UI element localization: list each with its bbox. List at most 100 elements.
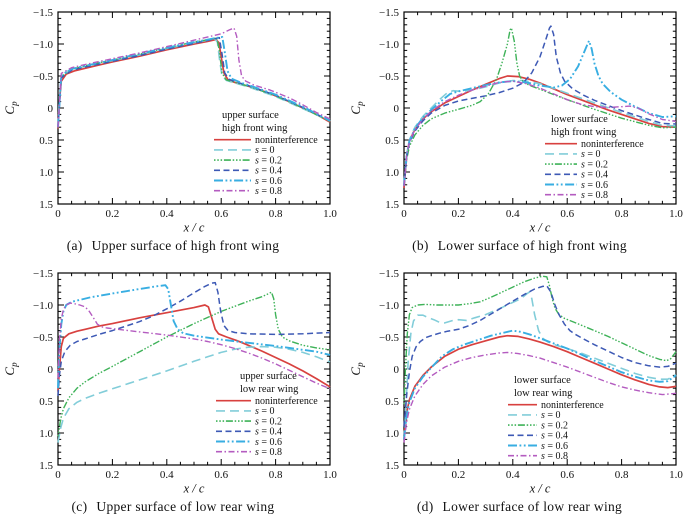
plot-annotation: lower surface [514, 375, 571, 386]
series-s=0.6 [57, 284, 331, 389]
series-s=0.8 [403, 80, 677, 187]
x-tick-label: 0.8 [269, 208, 283, 220]
legend-label: s = 0.4 [581, 170, 608, 181]
legend-label: s = 0.2 [581, 159, 608, 170]
series-s=0 [57, 345, 331, 443]
caption-text-c: Upper surface of low rear wing [96, 499, 275, 514]
plot-annotation: lower surface [551, 114, 608, 125]
legend-label: s = 0 [255, 145, 275, 156]
legend-label: noninterference [581, 139, 644, 150]
legend-label: s = 0.2 [255, 416, 282, 427]
y-tick-label: 0.5 [39, 396, 53, 408]
plot-frame [57, 272, 331, 466]
series-s=0.4 [403, 25, 677, 187]
x-tick-label: 1.0 [669, 469, 683, 481]
y-tick-label: −1.0 [33, 39, 53, 51]
series-s=0.8 [57, 302, 331, 390]
series-s=0.2 [57, 36, 331, 128]
series-s=0.4 [57, 281, 331, 396]
x-tick-label: 0.4 [160, 469, 174, 481]
x-tick-label: 0.2 [106, 469, 120, 481]
y-tick-label: 0 [394, 364, 400, 376]
plot-annotation: upper surface [240, 371, 297, 382]
chart-b: 0 0.2 0.4 0.6 0.8 1.0 −1.5 −1.0 −0.5 0 0.5 1.0 1.5 x … [348, 7, 683, 235]
x-axis-label: x / c [529, 482, 551, 496]
y-tick-label: −0.5 [33, 332, 53, 344]
legend-label: s = 0.6 [541, 441, 568, 452]
tick-labels: 0 0.2 0.4 0.6 0.8 1.0 −1.5 −1.0 −0.5 0 0.5 1.0 1.5 [379, 7, 683, 220]
legend-label: noninterference [255, 396, 318, 407]
chart-a: 0 0.2 0.4 0.6 0.8 1.0 −1.5 −1.0 −0.5 0 0.5 1.0 1.5 x … [2, 7, 337, 235]
caption-label-d: (d) [416, 499, 434, 514]
plot-annotation: low rear wing [240, 384, 299, 395]
y-tick-label: 0 [394, 103, 400, 115]
x-axis-label: x / c [183, 482, 205, 496]
x-axis-label: x / c [529, 221, 551, 235]
caption-label-b: (b) [412, 238, 429, 253]
y-tick-label: −1.5 [33, 7, 53, 19]
legend-label: s = 0 [255, 406, 275, 417]
panel-d: 0 0.2 0.4 0.6 0.8 1.0 −1.5 −1.0 −0.5 0 0.5 1.0 1.5 x … [346, 261, 693, 522]
y-tick-label: −0.5 [379, 332, 399, 344]
y-tick-label: 1.0 [385, 428, 399, 440]
y-tick-label: −1.0 [379, 300, 399, 312]
y-axis-label: Cp [348, 362, 365, 376]
x-tick-label: 0.8 [269, 469, 283, 481]
x-tick-label: 0.6 [214, 469, 228, 481]
y-axis-label: Cp [2, 101, 19, 115]
y-tick-label: 0.5 [385, 135, 399, 147]
y-tick-label: 0.5 [39, 135, 53, 147]
panel-c: 0 0.2 0.4 0.6 0.8 1.0 −1.5 −1.0 −0.5 0 0.5 1.0 1.5 x … [0, 261, 346, 522]
panel-b: 0 0.2 0.4 0.6 0.8 1.0 −1.5 −1.0 −0.5 0 0.5 1.0 1.5 x … [346, 0, 693, 261]
legend-label: s = 0.6 [255, 437, 282, 448]
chart-c: 0 0.2 0.4 0.6 0.8 1.0 −1.5 −1.0 −0.5 0 0.5 1.0 1.5 x … [2, 268, 337, 496]
y-tick-label: −0.5 [379, 71, 399, 83]
series-s=0.4 [57, 36, 331, 128]
svg-text:Cp: Cp [2, 101, 19, 115]
y-tick-label: 1.0 [39, 167, 53, 179]
y-tick-label: 0.5 [385, 396, 399, 408]
y-tick-label: −1.5 [379, 7, 399, 19]
plot-frame [403, 272, 677, 466]
x-tick-label: 0.6 [560, 208, 574, 220]
x-axis-label: x / c [183, 221, 205, 235]
legend-label: s = 0.4 [541, 431, 568, 442]
x-tick-label: 0 [55, 469, 61, 481]
figure-caption-b: (b) Lower surface of high front wing [346, 238, 693, 254]
legend-label: s = 0.8 [541, 451, 568, 462]
x-tick-label: 1.0 [669, 208, 683, 220]
series-s=0.4 [403, 285, 677, 427]
y-tick-label: −1.0 [379, 39, 399, 51]
x-tick-label: 0 [55, 208, 61, 220]
legend-label: s = 0.8 [255, 447, 282, 458]
y-tick-label: 0 [48, 364, 54, 376]
y-tick-label: 1.5 [39, 199, 53, 211]
axis-ticks [57, 272, 331, 466]
tick-labels: 0 0.2 0.4 0.6 0.8 1.0 −1.5 −1.0 −0.5 0 0.5 1.0 1.5 [33, 7, 337, 220]
x-tick-label: 0.2 [106, 208, 120, 220]
legend-label: s = 0.8 [581, 190, 608, 201]
legend-label: noninterference [541, 400, 604, 411]
x-tick-label: 1.0 [323, 208, 337, 220]
series-s=0.2 [403, 27, 677, 185]
axis-ticks [403, 11, 677, 205]
plot-annotation: high front wing [551, 127, 617, 138]
legend-label: s = 0.8 [255, 186, 282, 197]
plot-annotation: low rear wing [514, 388, 573, 399]
x-tick-label: 0 [401, 469, 407, 481]
legend-label: s = 0 [541, 410, 561, 421]
figure-caption-c: (c) Upper surface of low rear wing [0, 499, 346, 515]
caption-text-a: Upper surface of high front wing [91, 238, 280, 253]
series-s=0.2 [403, 275, 677, 405]
caption-label-a: (a) [66, 238, 83, 253]
y-tick-label: −0.5 [33, 71, 53, 83]
x-tick-label: 0.4 [160, 208, 174, 220]
x-tick-label: 0.8 [615, 208, 629, 220]
y-tick-label: −1.0 [33, 300, 53, 312]
axis-ticks [403, 272, 677, 466]
series-s=0 [57, 37, 331, 128]
